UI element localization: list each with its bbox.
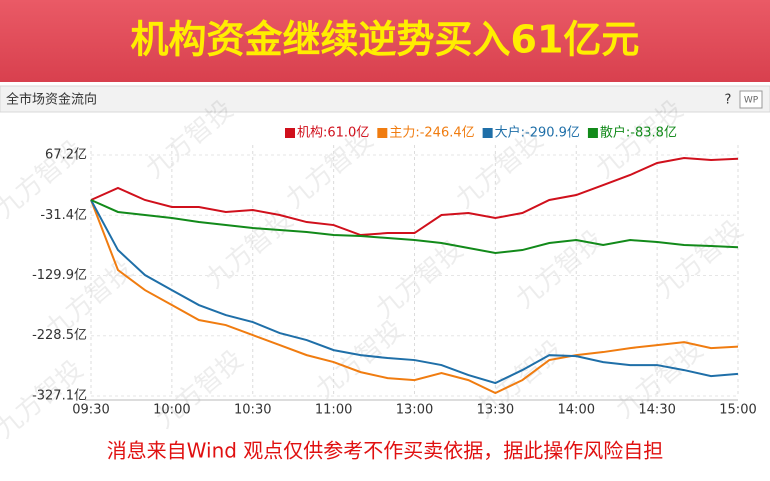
icon-button[interactable]	[739, 90, 763, 109]
y-tick-label: -327.1亿	[32, 389, 87, 404]
banner-title: 机构资金继续逆势买入61亿元	[131, 18, 640, 62]
legend-label: 机构:61.0亿	[297, 126, 369, 141]
x-tick-label: 14:00	[558, 403, 595, 418]
legend-swatch	[587, 128, 598, 138]
x-tick-label: 10:30	[234, 403, 271, 418]
series-line	[90, 199, 739, 255]
legend-label: 大户:-290.9亿	[495, 125, 580, 141]
x-tick-label: 09:30	[72, 403, 109, 418]
series-line	[90, 199, 739, 395]
x-tick-label: 11:00	[315, 403, 352, 418]
banner	[0, 0, 770, 82]
legend-swatch	[377, 128, 388, 138]
icon-label: WP	[744, 96, 759, 106]
series-line	[90, 199, 739, 385]
help-button[interactable]: ?	[725, 93, 732, 108]
x-tick-label: 13:00	[396, 403, 433, 418]
panel-title: 全市场资金流向	[6, 92, 97, 108]
legend-swatch	[482, 128, 493, 138]
y-tick-label: 67.2亿	[45, 148, 87, 163]
x-tick-label: 14:30	[638, 403, 675, 418]
x-tick-label: 15:00	[719, 403, 756, 418]
x-tick-label: 13:30	[477, 403, 514, 418]
legend-label: 主力:-246.4亿	[389, 126, 474, 141]
series-line	[90, 156, 739, 237]
y-tick-label: -129.9亿	[32, 268, 87, 283]
x-tick-label: 10:00	[153, 403, 190, 418]
legend-label: 散户:-83.8亿	[600, 125, 677, 141]
y-tick-label: -228.5亿	[32, 328, 87, 343]
y-tick-label: -31.4亿	[40, 208, 87, 223]
legend-swatch	[285, 128, 295, 138]
disclaimer: 消息来自Wind 观点仅供参考不作买卖依据，据此操作风险自担	[107, 439, 664, 463]
panel-header	[0, 85, 770, 113]
